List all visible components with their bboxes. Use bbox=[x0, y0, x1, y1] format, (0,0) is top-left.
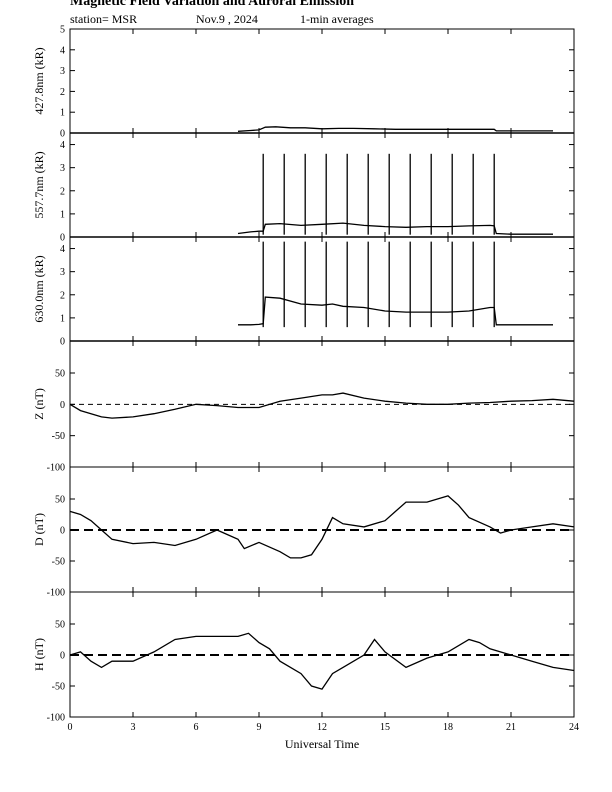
y-axis-label: D (nT) bbox=[32, 513, 46, 546]
series-line bbox=[69, 632, 575, 690]
series-line bbox=[237, 222, 553, 235]
y-tick-label: 1 bbox=[60, 108, 65, 119]
y-tick-label: 4 bbox=[60, 45, 65, 56]
chart-title: Magnetic Field Variation and Auroral Emi… bbox=[70, 0, 355, 9]
x-tick-label: 24 bbox=[569, 722, 579, 733]
x-tick-label: 6 bbox=[194, 722, 199, 733]
y-axis-label: 630.0nm (kR) bbox=[32, 255, 46, 322]
y-tick-label: -50 bbox=[52, 557, 65, 568]
y-tick-label: 5 bbox=[60, 25, 65, 36]
y-tick-label: -50 bbox=[52, 431, 65, 442]
x-tick-label: 15 bbox=[380, 722, 390, 733]
y-axis-label: H (nT) bbox=[32, 638, 46, 671]
y-tick-label: 0 bbox=[60, 129, 65, 140]
panel-p4278: 0 1 2 3 4 5 427.8nm (kR) bbox=[32, 25, 575, 140]
y-tick-label: 4 bbox=[60, 140, 65, 151]
y-tick-label: 2 bbox=[60, 87, 65, 98]
series-line bbox=[69, 495, 575, 559]
y-tick-label: 50 bbox=[55, 495, 65, 506]
y-tick-label: 0 bbox=[60, 400, 65, 411]
series-line bbox=[69, 392, 575, 419]
panel-p6300: 0 1 2 3 4 630.0nm (kR) bbox=[32, 236, 575, 348]
x-tick-label: 0 bbox=[68, 722, 73, 733]
y-tick-label: 0 bbox=[60, 233, 65, 244]
y-tick-label: 1 bbox=[60, 209, 65, 220]
date-label: Nov.9 , 2024 bbox=[196, 12, 258, 26]
y-tick-label: 1 bbox=[60, 313, 65, 324]
y-tick-label: 0 bbox=[60, 526, 65, 537]
y-tick-label: 2 bbox=[60, 186, 65, 197]
y-tick-label: -100 bbox=[47, 588, 65, 599]
series-line bbox=[238, 296, 553, 326]
y-tick-label: 3 bbox=[60, 163, 65, 174]
x-tick-label: 3 bbox=[131, 722, 136, 733]
x-tick-label: 9 bbox=[257, 722, 262, 733]
averaging-label: 1-min averages bbox=[300, 12, 374, 26]
x-tick-label: 18 bbox=[443, 722, 453, 733]
y-tick-label: 50 bbox=[55, 620, 65, 631]
y-tick-label: 50 bbox=[55, 369, 65, 380]
series-line bbox=[237, 126, 553, 132]
y-tick-label: -100 bbox=[47, 713, 65, 724]
y-tick-label: 3 bbox=[60, 66, 65, 77]
y-axis-label: 557.7nm (kR) bbox=[32, 151, 46, 218]
panel-pD: -100 -50 0 50 D (nT) bbox=[32, 466, 575, 599]
x-tick-label: 12 bbox=[317, 722, 327, 733]
panel-pH: -100 -50 0 50 H (nT) bbox=[32, 591, 575, 724]
panel-p5577: 0 1 2 3 4 557.7nm (kR) bbox=[32, 132, 575, 244]
panel-frame bbox=[69, 132, 575, 238]
x-tick-label: 21 bbox=[506, 722, 516, 733]
panel-pZ: -100 -50 0 50 Z (nT) bbox=[32, 340, 575, 474]
y-axis-label: 427.8nm (kR) bbox=[32, 47, 46, 114]
y-tick-label: -100 bbox=[47, 463, 65, 474]
panel-frame bbox=[69, 28, 575, 134]
y-tick-label: 0 bbox=[60, 337, 65, 348]
y-tick-label: 3 bbox=[60, 267, 65, 278]
x-axis-label: Universal Time bbox=[285, 737, 359, 751]
y-tick-label: 2 bbox=[60, 290, 65, 301]
y-tick-label: 0 bbox=[60, 651, 65, 662]
station-label: station= MSR bbox=[70, 12, 138, 26]
y-tick-label: -50 bbox=[52, 682, 65, 693]
y-tick-label: 4 bbox=[60, 244, 65, 255]
y-axis-label: Z (nT) bbox=[32, 388, 46, 420]
